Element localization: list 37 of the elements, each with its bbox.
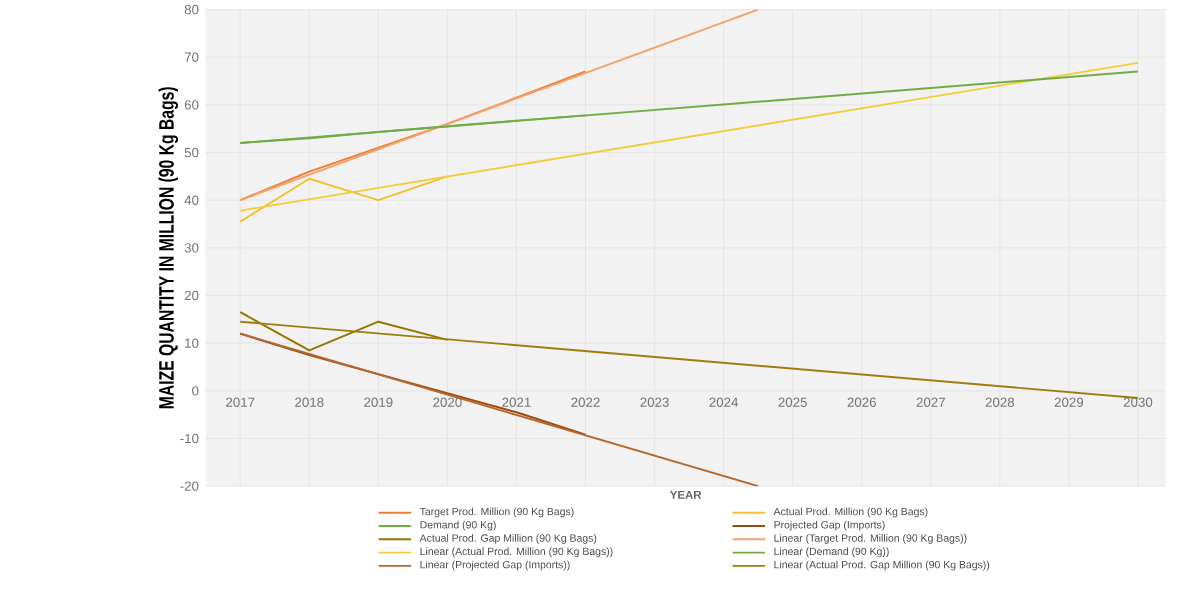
x-tick-label: 2027 [916, 397, 945, 407]
x-axis-title: YEAR [669, 490, 702, 499]
legend-label: Linear (Actual Prod. Gap Million (90 Kg Bags)) [774, 560, 990, 571]
x-tick-label: 2024 [709, 397, 739, 407]
y-tick-label: 40 [184, 195, 199, 205]
x-tick-label: 2017 [226, 397, 255, 407]
legend-label: Projected Gap (Imports) [774, 520, 885, 531]
legend-label: Demand (90 Kg) [420, 520, 496, 531]
legend-label: Linear (Demand (90 Kg)) [774, 547, 889, 557]
y-axis-title: MAIZE QUANTITY IN MILLION (90 Kg Bags) [158, 87, 179, 409]
x-tick-label: 2021 [502, 397, 531, 407]
x-tick-label: 2026 [847, 397, 876, 407]
x-tick-label: 2022 [571, 397, 600, 407]
y-tick-label: -10 [180, 433, 199, 444]
x-tick-label: 2030 [1123, 397, 1153, 407]
x-tick-label: 2029 [1054, 397, 1084, 407]
legend-label: Target Prod. Million (90 Kg Bags) [419, 507, 574, 518]
y-tick-label: 80 [184, 4, 199, 15]
y-tick-label: 50 [184, 147, 199, 158]
y-tick-label: 10 [185, 338, 199, 348]
x-tick-label: 2019 [364, 397, 393, 407]
y-tick-label: 20 [184, 290, 199, 301]
legend-label: Linear (Actual Prod. Million (90 Kg Bags)) [420, 547, 613, 557]
y-tick-label: -20 [180, 481, 199, 491]
legend-label: Actual Prod. Million (90 Kg Bags) [773, 507, 928, 518]
x-tick-label: 2018 [295, 397, 324, 407]
x-tick-label: 2028 [985, 397, 1015, 407]
x-tick-label: 2025 [778, 397, 807, 407]
legend-label: Linear (Target Prod. Million (90 Kg Bags)) [774, 533, 967, 544]
y-tick-label: 30 [184, 243, 199, 253]
x-tick-label: 2023 [640, 397, 669, 407]
legend-label: Linear (Projected Gap (Imports)) [420, 560, 570, 571]
y-tick-label: 70 [184, 52, 199, 62]
y-tick-label: 0 [192, 385, 199, 396]
legend-label: Actual Prod. Gap Million (90 Kg Bags) [419, 533, 597, 544]
x-tick-label: 2020 [433, 397, 462, 407]
y-tick-label: 60 [184, 100, 199, 110]
